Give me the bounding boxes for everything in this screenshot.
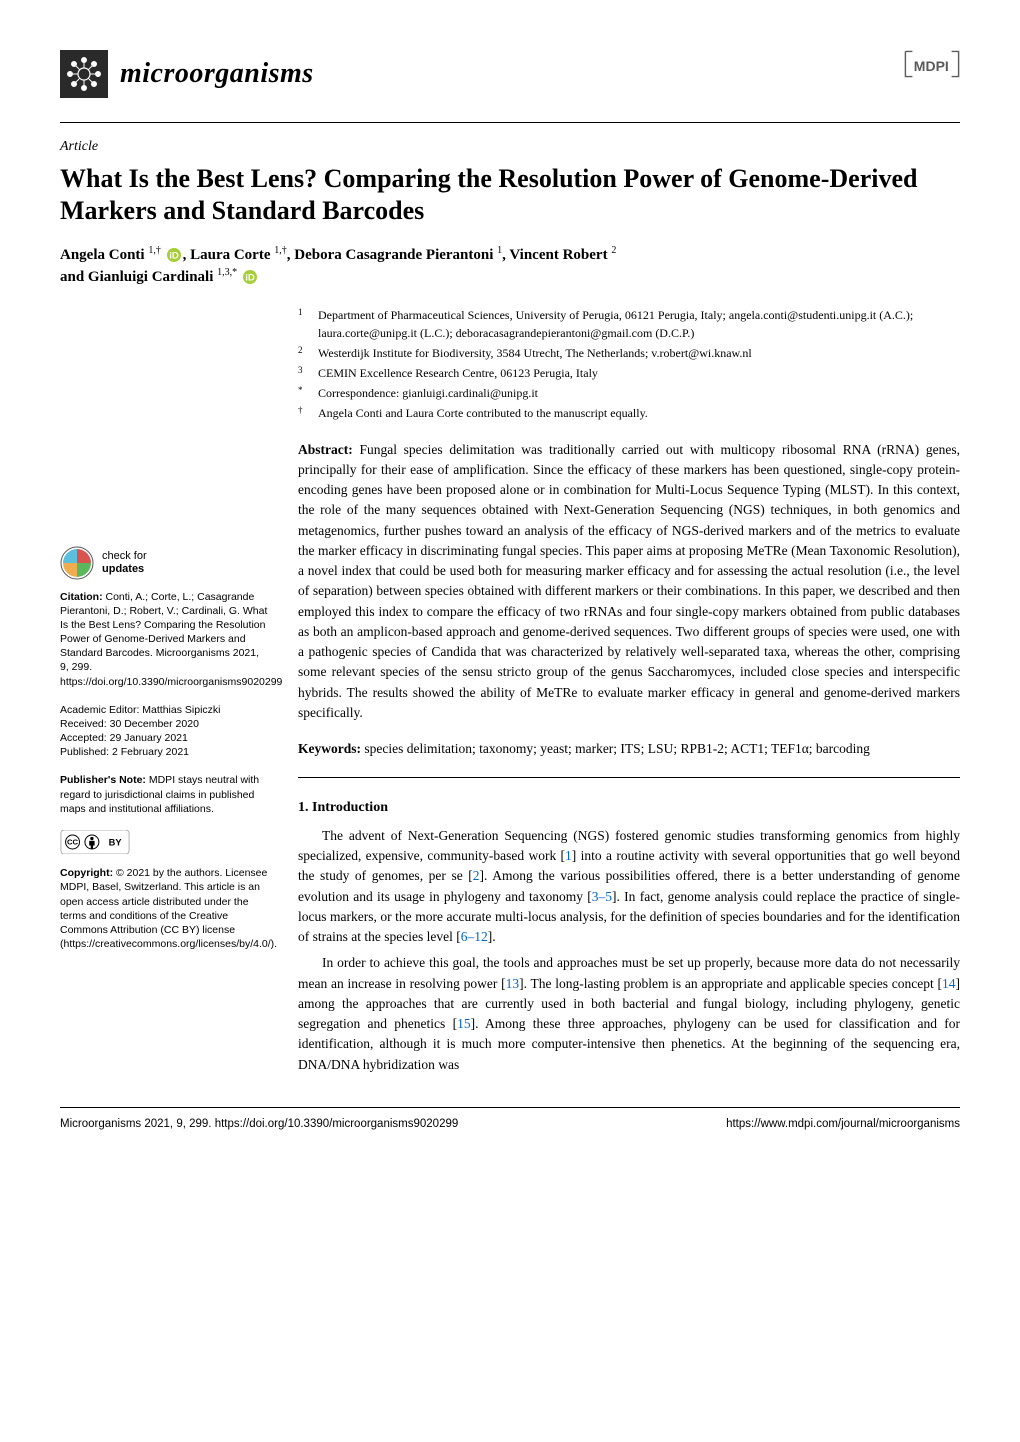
check-updates-text: check for updates bbox=[102, 550, 147, 575]
journal-logo-icon bbox=[60, 50, 108, 98]
affiliation-row: † Angela Conti and Laura Corte contribute… bbox=[298, 404, 960, 422]
accepted-text: 29 January 2021 bbox=[110, 732, 188, 744]
check-updates-icon bbox=[60, 546, 94, 580]
author-5: and Gianluigi Cardinali bbox=[60, 269, 217, 285]
svg-text:MDPI: MDPI bbox=[914, 58, 949, 74]
ref-link[interactable]: 14 bbox=[942, 976, 956, 991]
author-4: , Vincent Robert bbox=[502, 247, 611, 263]
received-text: 30 December 2020 bbox=[110, 718, 199, 730]
author-1-sup: 1,† bbox=[148, 245, 161, 256]
author-2-sup: 1,† bbox=[274, 245, 287, 256]
svg-text:iD: iD bbox=[245, 273, 255, 284]
affiliation-num: † bbox=[298, 404, 308, 422]
copyright-text: © 2021 by the authors. Licensee MDPI, Ba… bbox=[60, 867, 277, 950]
orcid-icon: iD bbox=[167, 248, 181, 262]
affiliation-num: 3 bbox=[298, 364, 308, 382]
orcid-icon: iD bbox=[243, 270, 257, 284]
ref-link[interactable]: 15 bbox=[457, 1016, 471, 1031]
affiliation-row: 2 Westerdijk Institute for Biodiversity, … bbox=[298, 344, 960, 362]
copyright-block: Copyright: © 2021 by the authors. Licens… bbox=[60, 866, 270, 951]
affiliation-row: 3 CEMIN Excellence Research Centre, 06123… bbox=[298, 364, 960, 382]
abstract-label: Abstract: bbox=[298, 442, 353, 457]
author-3: , Debora Casagrande Pierantoni bbox=[287, 247, 497, 263]
abstract: Abstract: Fungal species delimitation wa… bbox=[298, 440, 960, 724]
affiliation-text: Angela Conti and Laura Corte contributed… bbox=[318, 404, 960, 422]
editor-label: Academic Editor: bbox=[60, 704, 142, 716]
footer-right: https://www.mdpi.com/journal/microorgani… bbox=[726, 1116, 960, 1132]
check-updates-badge[interactable]: check for updates bbox=[60, 546, 270, 580]
accepted-label: Accepted: bbox=[60, 732, 110, 744]
keywords-text: species delimitation; taxonomy; yeast; m… bbox=[361, 741, 870, 756]
abstract-text: Fungal species delimitation was traditio… bbox=[298, 442, 960, 720]
author-5-corr: * bbox=[232, 267, 237, 278]
publisher-logo-icon: MDPI bbox=[904, 50, 960, 78]
published-label: Published: bbox=[60, 746, 112, 758]
cc-badge: CC BY bbox=[60, 830, 270, 858]
footer-left: Microorganisms 2021, 9, 299. https://doi… bbox=[60, 1116, 458, 1132]
footer: Microorganisms 2021, 9, 299. https://doi… bbox=[60, 1108, 960, 1132]
header-rule bbox=[60, 122, 960, 123]
affiliation-row: * Correspondence: gianluigi.cardinali@uni… bbox=[298, 384, 960, 402]
pubnote-label: Publisher's Note: bbox=[60, 774, 146, 786]
author-2: , Laura Corte bbox=[183, 247, 275, 263]
paper-title: What Is the Best Lens? Comparing the Res… bbox=[60, 163, 960, 228]
affiliations: 1 Department of Pharmaceutical Sciences, … bbox=[298, 306, 960, 422]
ref-link[interactable]: 2 bbox=[473, 868, 480, 883]
affiliation-text: Department of Pharmaceutical Sciences, U… bbox=[318, 306, 960, 342]
ref-link[interactable]: 1 bbox=[565, 848, 572, 863]
journal-brand: microorganisms bbox=[60, 50, 314, 98]
updates-line1: check for bbox=[102, 550, 147, 563]
ref-link[interactable]: 13 bbox=[506, 976, 520, 991]
affiliation-num: 1 bbox=[298, 306, 308, 342]
intro-paragraph-1: The advent of Next-Generation Sequencing… bbox=[298, 826, 960, 948]
affiliation-num: 2 bbox=[298, 344, 308, 362]
published-text: 2 February 2021 bbox=[112, 746, 189, 758]
svg-text:CC: CC bbox=[67, 838, 79, 847]
article-type: Article bbox=[60, 137, 960, 157]
keywords: Keywords: species delimitation; taxonomy… bbox=[298, 739, 960, 759]
svg-text:BY: BY bbox=[109, 837, 123, 847]
pubnote-block: Publisher's Note: MDPI stays neutral wit… bbox=[60, 773, 270, 816]
copyright-label: Copyright: bbox=[60, 867, 113, 879]
updates-line2: updates bbox=[102, 563, 147, 576]
authors-line: Angela Conti 1,† iD, Laura Corte 1,†, De… bbox=[60, 244, 960, 288]
citation-block: Citation: Conti, A.; Corte, L.; Casagran… bbox=[60, 590, 270, 689]
abstract-rule bbox=[298, 777, 960, 778]
affiliation-num: * bbox=[298, 384, 308, 402]
affiliation-text: Westerdijk Institute for Biodiversity, 3… bbox=[318, 344, 960, 362]
svg-text:iD: iD bbox=[169, 251, 179, 262]
header: microorganisms MDPI bbox=[60, 50, 960, 98]
section-1-heading: 1. Introduction bbox=[298, 798, 960, 818]
ref-link[interactable]: 6–12 bbox=[461, 929, 488, 944]
author-5-sup: 1,3, bbox=[217, 267, 232, 278]
cc-by-icon: CC BY bbox=[60, 830, 130, 854]
intro-paragraph-2: In order to achieve this goal, the tools… bbox=[298, 953, 960, 1075]
author-4-sup: 2 bbox=[611, 245, 616, 256]
sidebar: check for updates Citation: Conti, A.; C… bbox=[60, 306, 270, 1081]
citation-label: Citation: bbox=[60, 591, 103, 603]
author-1: Angela Conti bbox=[60, 247, 148, 263]
received-label: Received: bbox=[60, 718, 110, 730]
keywords-label: Keywords: bbox=[298, 741, 361, 756]
editor-text: Matthias Sipiczki bbox=[142, 704, 220, 716]
ref-link[interactable]: 3–5 bbox=[592, 889, 612, 904]
affiliation-text: CEMIN Excellence Research Centre, 06123 … bbox=[318, 364, 960, 382]
journal-name: microorganisms bbox=[120, 54, 314, 93]
dates-block: Academic Editor: Matthias Sipiczki Recei… bbox=[60, 703, 270, 760]
main-column: 1 Department of Pharmaceutical Sciences, … bbox=[298, 306, 960, 1081]
citation-text: Conti, A.; Corte, L.; Casagrande Pierant… bbox=[60, 591, 282, 688]
affiliation-text: Correspondence: gianluigi.cardinali@unip… bbox=[318, 384, 960, 402]
affiliation-row: 1 Department of Pharmaceutical Sciences, … bbox=[298, 306, 960, 342]
